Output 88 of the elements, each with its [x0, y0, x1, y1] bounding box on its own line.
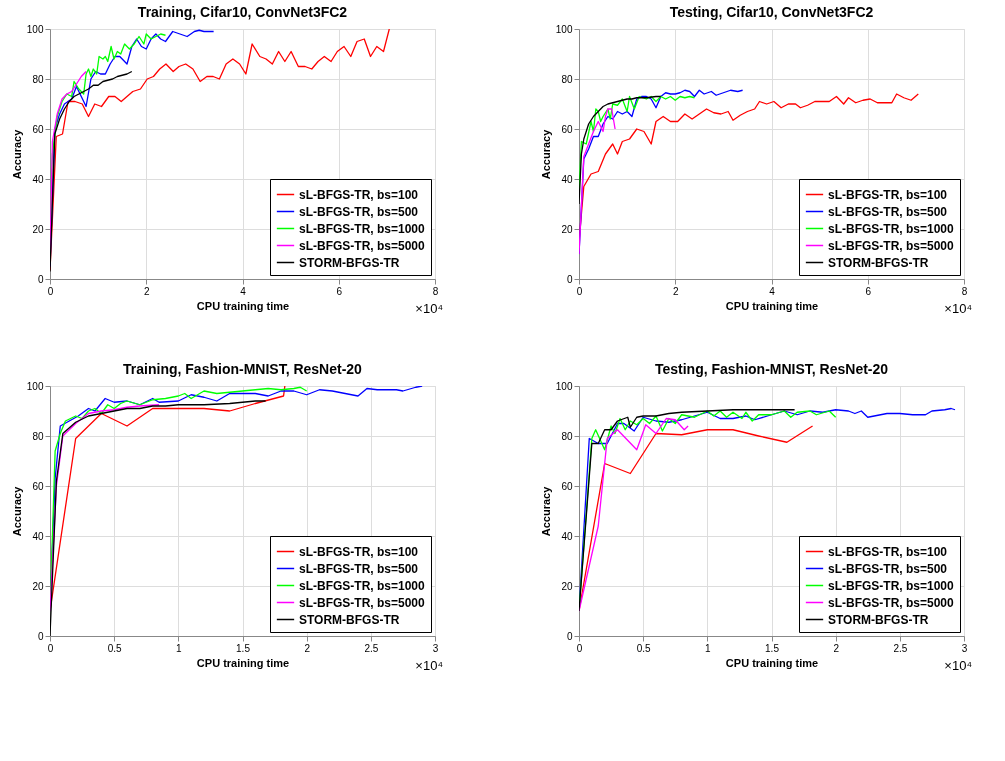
x-tick-label: 0.5 [107, 642, 123, 654]
legend-label: sL-BFGS-TR, bs=1000 [299, 221, 426, 236]
line-series [50, 70, 133, 273]
legend-label: sL-BFGS-TR, bs=100 [299, 187, 419, 202]
y-tick-label: 80 [32, 430, 44, 442]
x-axis-title: CPU training time [196, 656, 290, 669]
y-tick-label: 40 [561, 173, 573, 185]
x-tick-label: 0 [576, 642, 583, 654]
chart-title: Testing, Cifar10, ConvNet3FC2 [669, 4, 874, 20]
y-tick-label: 60 [32, 123, 44, 135]
x-tick-label: 3 [432, 642, 439, 654]
text: ×10⁴ [415, 301, 443, 316]
x-tick-label: 0 [47, 285, 54, 297]
x-tick-label: 6 [865, 285, 872, 297]
line-series [579, 95, 662, 205]
y-axis-title: Accuracy [539, 485, 552, 537]
y-tick-label: 60 [561, 480, 573, 492]
y-tick-label: 100 [26, 380, 44, 392]
x-tick-label: 8 [961, 285, 968, 297]
y-tick-label: 0 [566, 273, 573, 285]
x-tick-label: 2 [833, 642, 840, 654]
legend-label: sL-BFGS-TR, bs=500 [828, 204, 948, 219]
text: ×10⁴ [944, 658, 972, 673]
x-axis-title: CPU training time [196, 299, 290, 312]
legend-label: sL-BFGS-TR, bs=1000 [299, 578, 426, 593]
x-tick-label: 4 [769, 285, 776, 297]
y-axis-title: Accuracy [539, 128, 552, 180]
legend-label: sL-BFGS-TR, bs=100 [299, 544, 419, 559]
x-tick-label: 2 [143, 285, 150, 297]
y-tick-label: 0 [37, 273, 44, 285]
text: ×10⁴ [944, 301, 972, 316]
y-tick-label: 0 [566, 630, 573, 642]
legend-label: sL-BFGS-TR, bs=5000 [299, 595, 426, 610]
chart-title: Training, Fashion-MNIST, ResNet-20 [123, 361, 363, 377]
x-axis-title: CPU training time [725, 299, 819, 312]
y-tick-label: 20 [561, 580, 573, 592]
legend-label: STORM-BFGS-TR [299, 255, 400, 270]
x-axis-title: CPU training time [725, 656, 819, 669]
x-tick-label: 4 [240, 285, 247, 297]
y-tick-label: 20 [561, 223, 573, 235]
y-tick-label: 100 [555, 380, 573, 392]
chart-title: Training, Cifar10, ConvNet3FC2 [137, 4, 348, 20]
y-tick-label: 20 [32, 580, 44, 592]
legend-label: sL-BFGS-TR, bs=5000 [299, 238, 426, 253]
x-tick-label: 1 [705, 642, 712, 654]
y-tick-label: 100 [26, 23, 44, 35]
legend-label: sL-BFGS-TR, bs=1000 [828, 578, 955, 593]
y-tick-label: 80 [561, 73, 573, 85]
x-tick-label: 0 [47, 642, 54, 654]
y-tick-label: 100 [555, 23, 573, 35]
y-axis-title: Accuracy [10, 128, 23, 180]
legend-label: STORM-BFGS-TR [828, 255, 929, 270]
chart-title: Testing, Fashion-MNIST, ResNet-20 [654, 361, 889, 377]
y-tick-label: 80 [561, 430, 573, 442]
x-tick-label: 0 [576, 285, 583, 297]
x-tick-label: 8 [432, 285, 439, 297]
x-tick-label: 1 [176, 642, 183, 654]
y-tick-label: 20 [32, 223, 44, 235]
x-tick-label: 6 [336, 285, 343, 297]
legend-label: STORM-BFGS-TR [299, 612, 400, 627]
x-tick-label: 2 [304, 642, 311, 654]
line-series [579, 108, 616, 255]
text: ×10⁴ [415, 658, 443, 673]
y-tick-label: 40 [32, 530, 44, 542]
legend-label: sL-BFGS-TR, bs=500 [299, 204, 419, 219]
legend-label: sL-BFGS-TR, bs=5000 [828, 238, 955, 253]
y-tick-label: 80 [32, 73, 44, 85]
x-tick-label: 2.5 [893, 642, 908, 654]
x-tick-label: 1.5 [765, 642, 780, 654]
y-tick-label: 40 [561, 530, 573, 542]
line-series [50, 400, 267, 636]
legend-label: sL-BFGS-TR, bs=1000 [828, 221, 955, 236]
legend-label: sL-BFGS-TR, bs=500 [828, 561, 948, 576]
y-tick-label: 60 [561, 123, 573, 135]
legend-label: sL-BFGS-TR, bs=500 [299, 561, 419, 576]
x-tick-label: 0.5 [636, 642, 652, 654]
legend-label: sL-BFGS-TR, bs=100 [828, 544, 948, 559]
legend-label: STORM-BFGS-TR [828, 612, 929, 627]
legend-label: sL-BFGS-TR, bs=5000 [828, 595, 955, 610]
x-tick-label: 2 [672, 285, 679, 297]
y-tick-label: 40 [32, 173, 44, 185]
x-tick-label: 3 [961, 642, 968, 654]
legend-label: sL-BFGS-TR, bs=100 [828, 187, 948, 202]
y-tick-label: 60 [32, 480, 44, 492]
x-tick-label: 2.5 [364, 642, 379, 654]
x-tick-label: 1.5 [236, 642, 251, 654]
y-axis-title: Accuracy [10, 485, 23, 537]
y-tick-label: 0 [37, 630, 44, 642]
